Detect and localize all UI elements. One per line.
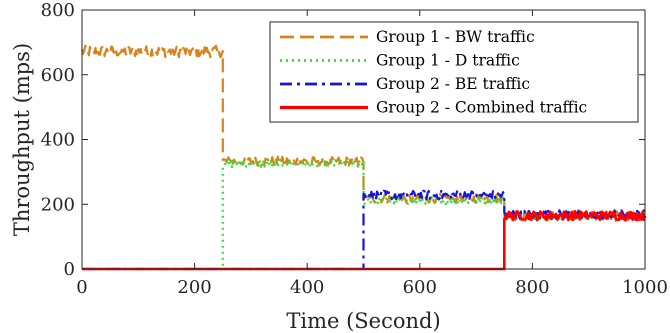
y-tick-label: 400: [41, 130, 75, 151]
x-tick-label: 800: [515, 277, 549, 298]
x-tick-label: 400: [290, 277, 324, 298]
y-tick-label: 200: [41, 194, 75, 215]
axis-tick-labels: 0 200 400 600 800 1000 0 200 400 600 800: [41, 0, 668, 298]
legend-label-1: Group 1 - BW traffic: [376, 28, 535, 46]
y-tick-label: 0: [64, 259, 75, 280]
axis-ticks: [81, 9, 646, 270]
x-tick-label: 0: [76, 277, 87, 298]
legend-label-2: Group 1 - D traffic: [376, 52, 520, 70]
legend: Group 1 - BW traffic Group 1 - D traffic G…: [269, 21, 639, 123]
x-axis-title: Time (Second): [286, 309, 440, 333]
x-tick-label: 600: [403, 277, 437, 298]
legend-label-4: Group 2 - Combined traffic: [376, 99, 587, 117]
y-axis-title: Throughput (mps): [10, 43, 34, 236]
x-tick-label: 1000: [622, 277, 668, 298]
legend-label-3: Group 2 - BE traffic: [376, 75, 530, 93]
series-line-3: [82, 189, 647, 271]
y-tick-label: 600: [41, 65, 75, 86]
legend-box: [269, 21, 639, 123]
x-tick-label: 200: [177, 277, 211, 298]
y-tick-label: 800: [41, 0, 75, 21]
